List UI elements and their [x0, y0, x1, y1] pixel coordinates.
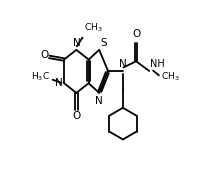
Text: CH$_3$: CH$_3$ — [84, 22, 103, 34]
Text: N: N — [119, 59, 127, 69]
Text: N: N — [95, 96, 103, 105]
Text: S: S — [101, 38, 107, 48]
Text: O: O — [41, 50, 49, 61]
Text: CH$_3$: CH$_3$ — [161, 71, 179, 83]
Text: N: N — [72, 38, 80, 48]
Text: N: N — [55, 78, 63, 88]
Text: H$_3$C: H$_3$C — [31, 71, 50, 83]
Text: NH: NH — [150, 59, 165, 69]
Text: O: O — [72, 111, 81, 121]
Text: O: O — [132, 29, 140, 39]
